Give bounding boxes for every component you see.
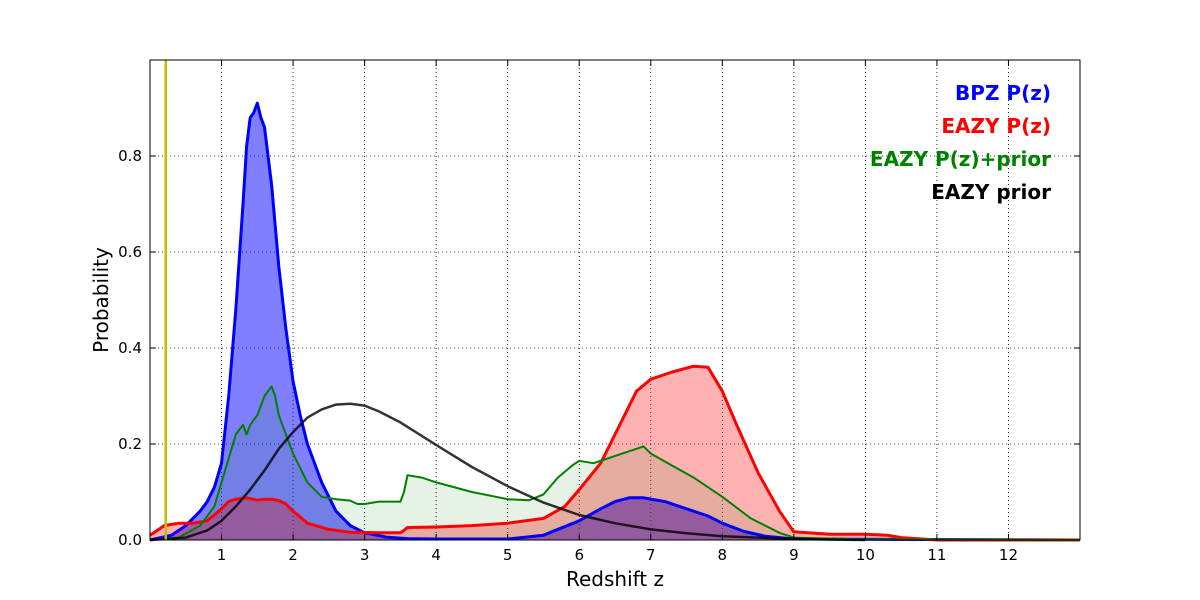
- y-tick-label: 0.4: [118, 339, 142, 357]
- y-tick-label: 0.8: [118, 147, 142, 165]
- legend-entry-bpz-p-z: BPZ P(z): [955, 81, 1051, 105]
- legend-entry-eazy-p-z: EAZY P(z): [941, 114, 1051, 138]
- x-tick-label: 3: [360, 546, 370, 564]
- x-tick-label: 4: [431, 546, 441, 564]
- x-tick-label: 10: [856, 546, 875, 564]
- plot-frame: [149, 59, 1081, 541]
- x-tick-label: 2: [288, 546, 298, 564]
- line-eazy-p-z-prior: [149, 385, 1081, 541]
- area-eazy-p-z: [150, 366, 1080, 540]
- y-tick-label: 0.6: [118, 243, 142, 261]
- x-tick-label: 9: [789, 546, 799, 564]
- x-tick-label: 8: [718, 546, 728, 564]
- grid: [150, 60, 1080, 541]
- x-tick-label: 1: [217, 546, 227, 564]
- x-tick-label: 6: [574, 546, 584, 564]
- x-tick-label: 12: [999, 546, 1018, 564]
- x-tick-label: 5: [503, 546, 513, 564]
- line-eazy-prior: [149, 402, 866, 542]
- y-tick-label: 0.0: [118, 531, 142, 549]
- axis-ticks: 1 2 3 4 5 6 7 8 9 10 11 120.00.20.40.60.8: [118, 60, 1080, 564]
- legend-entry-eazy-p-z-prior: EAZY P(z)+prior: [870, 147, 1051, 171]
- legend: BPZ P(z) EAZY P(z) EAZY P(z)+prior EAZY pri…: [870, 81, 1051, 204]
- y-axis-label: Probability: [89, 247, 113, 353]
- y-tick-label: 0.2: [118, 435, 142, 453]
- x-tick-label: 11: [927, 546, 946, 564]
- x-axis-label: Redshift z: [566, 567, 664, 591]
- series-lines: [149, 101, 1081, 542]
- line-bpz-p-z: [149, 101, 1081, 542]
- legend-entry-eazy-prior: EAZY prior: [931, 180, 1051, 204]
- x-tick-label: 7: [646, 546, 656, 564]
